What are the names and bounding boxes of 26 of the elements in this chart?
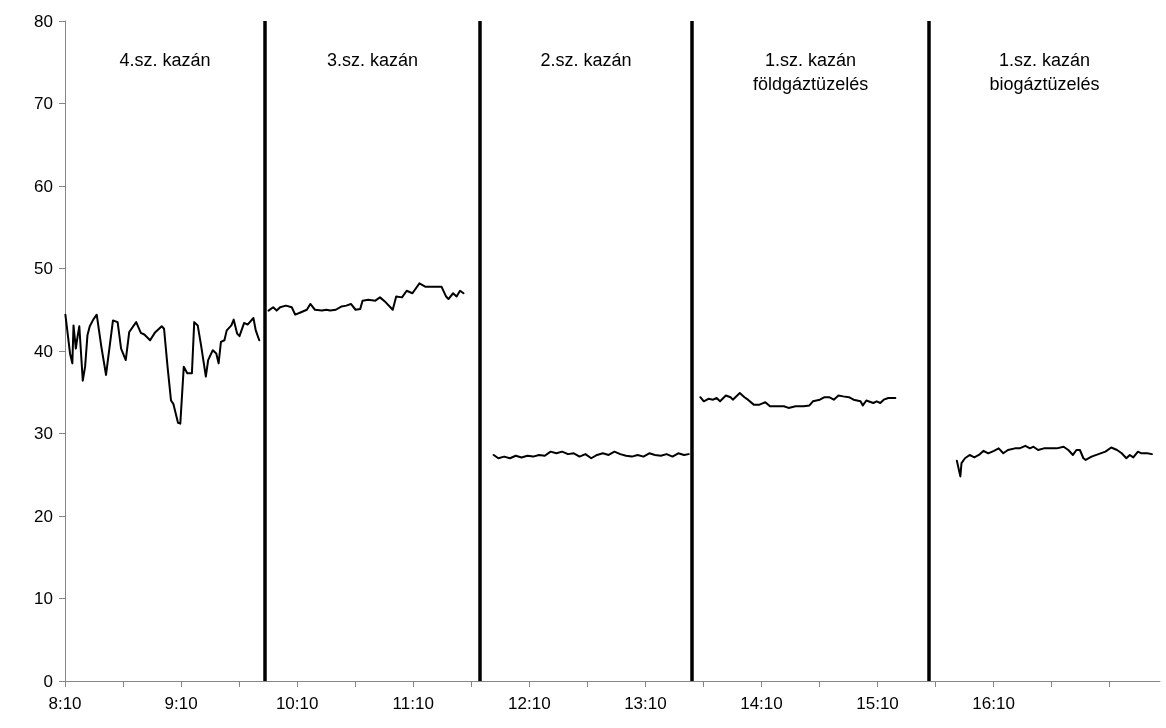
- y-tick-label: 30: [34, 424, 53, 443]
- annotation: 2.sz. kazán: [540, 50, 632, 70]
- y-tick-label: 80: [34, 11, 53, 31]
- x-tick-label: 14:10: [740, 694, 783, 713]
- annotation: 1.sz. kazán biogáztüzelés: [989, 50, 1100, 94]
- annotation: 1.sz. kazán földgáztüzelés: [753, 50, 869, 94]
- line-series: [955, 444, 1153, 478]
- x-tick-label: 12:10: [508, 694, 551, 713]
- x-tick-label: 13:10: [624, 694, 667, 713]
- annotation: 4.sz. kazán: [119, 50, 211, 70]
- x-tick-label: 11:10: [392, 694, 434, 713]
- x-tick-label: 8:10: [48, 694, 82, 713]
- y-tick-label: 40: [34, 341, 53, 361]
- y-tick-label: 10: [34, 589, 53, 608]
- y-tick-label: 0: [43, 671, 53, 691]
- x-tick-label: 16:10: [972, 694, 1015, 713]
- line-series: [699, 392, 897, 409]
- line-series: [64, 313, 261, 425]
- y-tick-label: 60: [34, 176, 53, 196]
- y-tick-label: 50: [34, 259, 53, 278]
- x-tick-label: 10:10: [275, 694, 319, 713]
- x-tick-label: 9:10: [164, 694, 198, 713]
- y-tick-label: 20: [34, 506, 53, 526]
- annotation: 3.sz. kazán: [326, 50, 418, 70]
- y-tick-label: 70: [34, 94, 53, 113]
- x-tick-label: 15:10: [856, 694, 899, 713]
